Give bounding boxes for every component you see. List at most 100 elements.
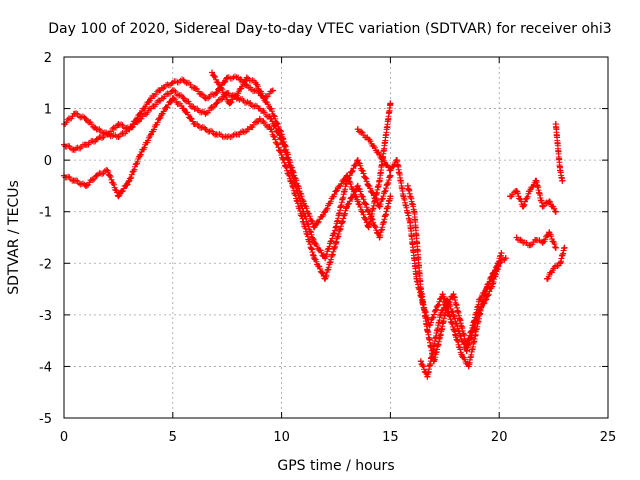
chart-title: Day 100 of 2020, Sidereal Day-to-day VTE… xyxy=(48,21,611,37)
data-point xyxy=(533,237,540,244)
data-point xyxy=(354,126,361,133)
data-point xyxy=(300,219,307,226)
y-tick-label: 1 xyxy=(44,103,52,118)
data-point xyxy=(561,244,568,251)
data-point xyxy=(387,167,394,174)
data-point xyxy=(437,311,444,318)
data-point xyxy=(483,296,490,303)
data-point xyxy=(126,177,133,184)
data-point xyxy=(424,327,431,334)
data-point xyxy=(213,90,220,97)
data-point xyxy=(546,198,553,205)
data-point xyxy=(470,327,477,334)
data-point xyxy=(343,203,350,210)
data-point xyxy=(148,95,155,102)
x-tick-label: 0 xyxy=(60,430,68,445)
data-point xyxy=(450,291,457,298)
data-point xyxy=(476,306,483,313)
data-point xyxy=(404,182,411,189)
data-point xyxy=(507,193,514,200)
data-point xyxy=(169,87,176,94)
data-point xyxy=(465,363,472,370)
data-point xyxy=(278,136,285,143)
data-point xyxy=(439,291,446,298)
data-layer xyxy=(61,69,568,380)
data-point xyxy=(104,131,111,138)
data-point xyxy=(354,182,361,189)
y-tick-label: -3 xyxy=(39,309,52,324)
data-point xyxy=(289,182,296,189)
x-tick-label: 15 xyxy=(382,430,399,445)
data-point xyxy=(267,126,274,133)
data-point xyxy=(137,151,144,158)
data-point xyxy=(376,234,383,241)
data-point xyxy=(148,105,155,112)
data-point xyxy=(93,172,100,179)
data-point xyxy=(406,219,413,226)
data-marks xyxy=(61,95,394,282)
data-series-track-k xyxy=(544,244,568,282)
data-point xyxy=(365,224,372,231)
data-point xyxy=(202,110,209,117)
data-point xyxy=(93,136,100,143)
data-point xyxy=(544,275,551,282)
data-marks xyxy=(552,121,566,184)
data-point xyxy=(354,198,361,205)
data-series-track-j xyxy=(552,121,566,184)
data-point xyxy=(104,167,111,174)
data-point xyxy=(115,193,122,200)
data-series-track-e xyxy=(354,126,505,370)
data-point xyxy=(256,115,263,122)
data-point xyxy=(376,177,383,184)
data-point xyxy=(533,177,540,184)
data-point xyxy=(520,203,527,210)
data-point xyxy=(180,95,187,102)
data-point xyxy=(243,74,250,81)
data-point xyxy=(546,229,553,236)
y-tick-label: -1 xyxy=(39,206,52,221)
x-tick-label: 20 xyxy=(491,430,508,445)
data-point xyxy=(450,311,457,318)
y-tick-label: -5 xyxy=(39,412,52,427)
data-point xyxy=(496,260,503,267)
data-point xyxy=(169,95,176,102)
data-point xyxy=(354,157,361,164)
data-point xyxy=(71,146,78,153)
data-series-track-c xyxy=(61,95,394,282)
data-point xyxy=(202,126,209,133)
data-point xyxy=(235,131,242,138)
data-point xyxy=(226,100,233,107)
data-point xyxy=(387,100,394,107)
data-point xyxy=(552,208,559,215)
data-point xyxy=(433,306,440,313)
data-point xyxy=(245,84,252,91)
data-point xyxy=(526,242,533,249)
data-marks xyxy=(354,126,505,370)
data-point xyxy=(82,182,89,189)
data-point xyxy=(180,77,187,84)
data-point xyxy=(489,280,496,287)
data-point xyxy=(502,255,509,262)
data-point xyxy=(322,275,329,282)
data-point xyxy=(311,239,318,246)
data-point xyxy=(426,322,433,329)
data-point xyxy=(417,358,424,365)
data-point xyxy=(126,126,133,133)
data-point xyxy=(82,115,89,122)
data-point xyxy=(208,69,215,76)
data-point xyxy=(457,332,464,339)
data-point xyxy=(539,239,546,246)
data-point xyxy=(180,105,187,112)
data-point xyxy=(552,121,559,128)
data-point xyxy=(213,131,220,138)
data-point xyxy=(365,182,372,189)
data-point xyxy=(261,95,268,102)
data-point xyxy=(278,151,285,158)
data-point xyxy=(322,255,329,262)
data-point xyxy=(552,244,559,251)
data-point xyxy=(463,347,470,354)
data-point xyxy=(245,126,252,133)
x-tick-label: 10 xyxy=(273,430,290,445)
tick-layer: 0 5 10 15 20 25 -5 -4 -3 -2 -1 0 1 2 xyxy=(39,51,616,445)
y-tick-label: 0 xyxy=(44,154,52,169)
